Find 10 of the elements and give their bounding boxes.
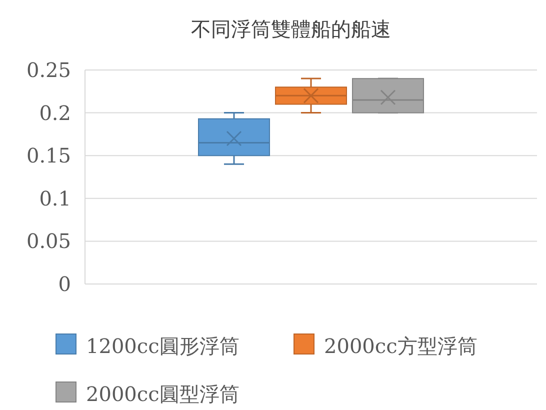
legend-label: 2000cc方型浮筒 xyxy=(324,334,478,358)
chart-title: 不同浮筒雙體船的船速 xyxy=(191,17,391,41)
y-tick-label: 0.1 xyxy=(39,186,71,210)
y-tick-label: 0 xyxy=(58,272,71,296)
legend-label: 1200cc圓形浮筒 xyxy=(86,334,240,358)
y-tick-label: 0.05 xyxy=(26,229,71,254)
y-tick-label: 0.2 xyxy=(39,100,71,125)
y-tick-label: 0.15 xyxy=(26,144,71,168)
legend-label: 2000cc圓型浮筒 xyxy=(86,382,240,406)
y-tick-label: 0.25 xyxy=(26,58,71,82)
